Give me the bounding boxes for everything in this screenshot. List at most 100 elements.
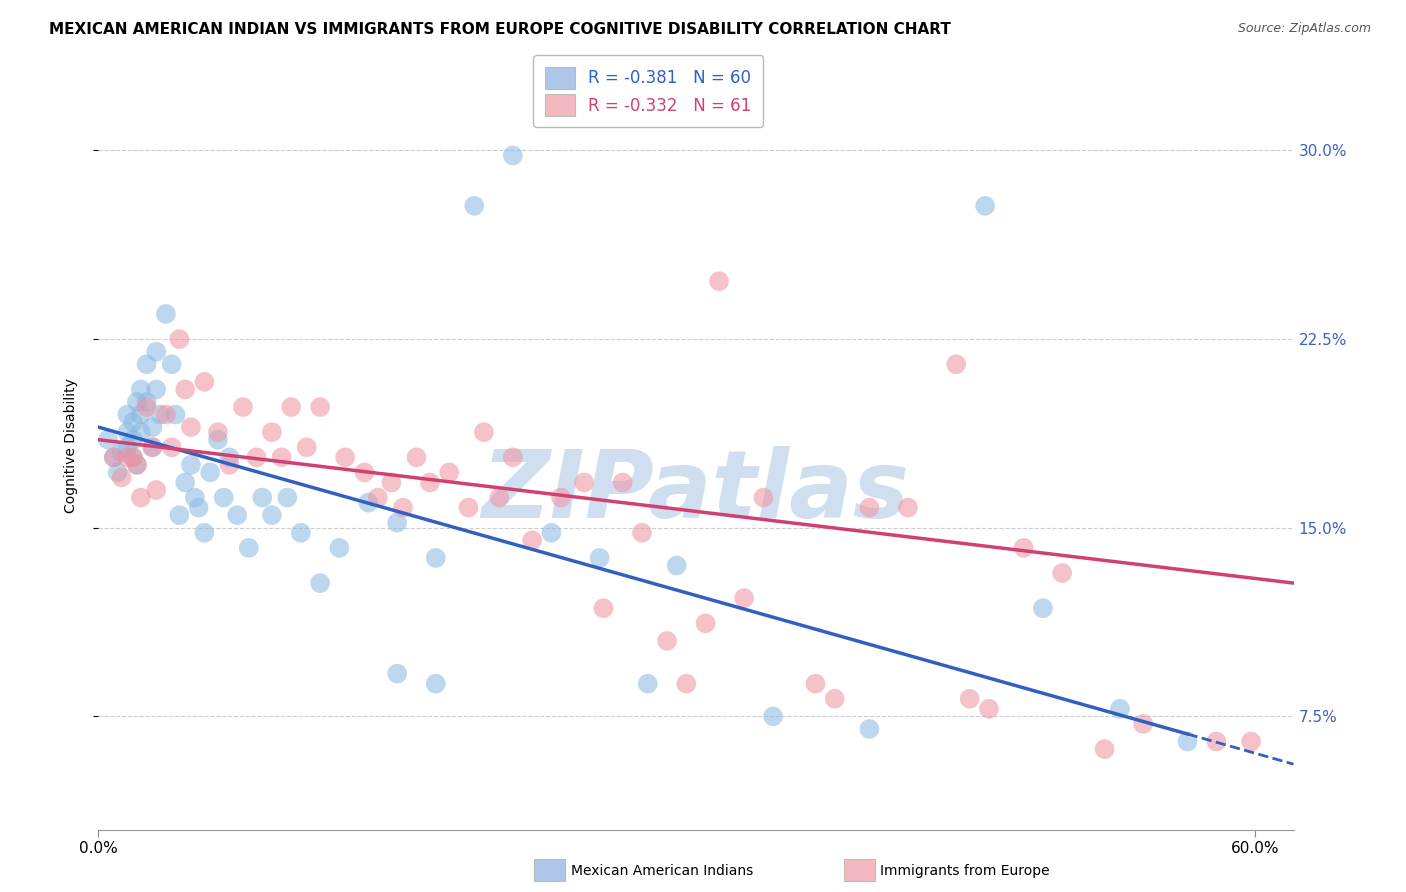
Y-axis label: Cognitive Disability: Cognitive Disability bbox=[63, 378, 77, 514]
Point bbox=[353, 466, 375, 480]
Point bbox=[1109, 702, 1132, 716]
Text: ZIPatlas: ZIPatlas bbox=[482, 446, 910, 538]
Point bbox=[588, 550, 610, 565]
Point bbox=[122, 450, 145, 465]
Point bbox=[110, 445, 132, 459]
Point bbox=[858, 722, 880, 736]
Point bbox=[655, 634, 678, 648]
Point bbox=[270, 450, 292, 465]
Point bbox=[520, 533, 543, 548]
Point bbox=[385, 516, 409, 530]
Point bbox=[125, 458, 148, 472]
Point bbox=[145, 383, 167, 397]
Point bbox=[425, 550, 447, 565]
Point bbox=[174, 383, 197, 397]
Point bbox=[232, 400, 254, 414]
Point bbox=[1050, 566, 1073, 580]
Point bbox=[858, 500, 880, 515]
Point bbox=[122, 415, 145, 429]
Point bbox=[550, 491, 572, 505]
Point bbox=[457, 500, 479, 515]
Point bbox=[125, 458, 148, 472]
Point bbox=[169, 332, 191, 346]
Point bbox=[122, 450, 145, 465]
Point bbox=[333, 450, 356, 465]
Point bbox=[280, 400, 302, 414]
Point bbox=[419, 475, 441, 490]
Point bbox=[309, 576, 332, 591]
Point bbox=[472, 425, 495, 439]
Point bbox=[665, 558, 688, 573]
Point bbox=[1032, 601, 1054, 615]
Point bbox=[145, 344, 167, 359]
Point bbox=[117, 450, 139, 465]
Point bbox=[733, 591, 755, 606]
Point bbox=[117, 425, 139, 439]
Point bbox=[110, 470, 132, 484]
Point bbox=[200, 466, 222, 480]
Point bbox=[103, 450, 125, 465]
Point bbox=[357, 495, 380, 509]
Text: Immigrants from Europe: Immigrants from Europe bbox=[880, 863, 1050, 878]
Point bbox=[439, 466, 461, 480]
Point bbox=[295, 440, 318, 454]
Point bbox=[328, 541, 350, 555]
Point bbox=[212, 491, 235, 505]
Point bbox=[405, 450, 427, 465]
Point bbox=[572, 475, 595, 490]
Point bbox=[160, 357, 183, 371]
Point bbox=[180, 458, 202, 472]
Point bbox=[260, 508, 283, 523]
Point bbox=[141, 420, 163, 434]
Point bbox=[612, 475, 634, 490]
Point bbox=[165, 408, 187, 422]
Point bbox=[752, 491, 775, 505]
Point bbox=[945, 357, 967, 371]
Point bbox=[631, 525, 654, 540]
Point bbox=[1132, 717, 1154, 731]
Point bbox=[502, 148, 524, 162]
Point bbox=[425, 676, 447, 690]
Point bbox=[193, 525, 215, 540]
Point bbox=[129, 408, 152, 422]
Point bbox=[107, 466, 129, 480]
Point bbox=[502, 450, 524, 465]
Point bbox=[1012, 541, 1035, 555]
Point bbox=[977, 702, 1000, 716]
Point bbox=[207, 433, 229, 447]
Point bbox=[974, 199, 997, 213]
Point bbox=[824, 691, 846, 706]
Point bbox=[762, 709, 785, 723]
Legend: R = -0.381   N = 60, R = -0.332   N = 61: R = -0.381 N = 60, R = -0.332 N = 61 bbox=[533, 55, 763, 128]
Point bbox=[695, 616, 717, 631]
Point bbox=[117, 440, 139, 454]
Point bbox=[897, 500, 920, 515]
Point bbox=[1094, 742, 1116, 756]
Point bbox=[260, 425, 283, 439]
Point bbox=[276, 491, 298, 505]
Point bbox=[380, 475, 402, 490]
Point bbox=[226, 508, 249, 523]
Point bbox=[193, 375, 215, 389]
Point bbox=[97, 433, 120, 447]
Point bbox=[592, 601, 614, 615]
Point bbox=[245, 450, 267, 465]
Point bbox=[463, 199, 485, 213]
Point bbox=[707, 274, 730, 288]
Point bbox=[290, 525, 312, 540]
Point bbox=[540, 525, 562, 540]
Point bbox=[141, 440, 163, 454]
Point bbox=[169, 508, 191, 523]
Point bbox=[145, 483, 167, 497]
Text: Mexican American Indians: Mexican American Indians bbox=[571, 863, 754, 878]
Text: Source: ZipAtlas.com: Source: ZipAtlas.com bbox=[1237, 22, 1371, 36]
Point bbox=[959, 691, 981, 706]
Point bbox=[141, 440, 163, 454]
Point bbox=[129, 383, 152, 397]
Point bbox=[367, 491, 389, 505]
Point bbox=[1240, 734, 1263, 748]
Point bbox=[309, 400, 332, 414]
Point bbox=[488, 491, 510, 505]
Point bbox=[218, 458, 240, 472]
Point bbox=[238, 541, 260, 555]
